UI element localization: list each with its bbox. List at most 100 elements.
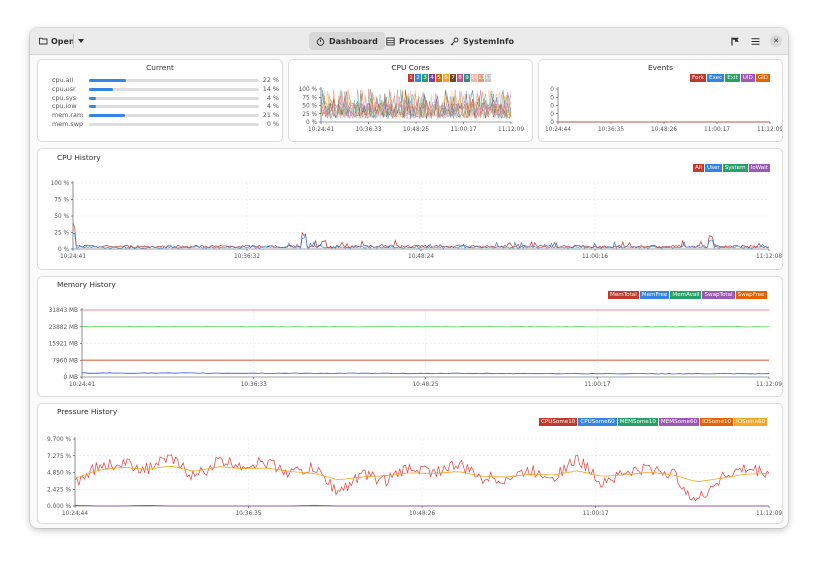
legend-item[interactable]: 9 <box>464 74 470 82</box>
current-row-label: mem.ram <box>52 111 84 120</box>
legend-item[interactable]: 2 <box>415 74 421 82</box>
x-tick-label: 10:36:33 <box>355 127 381 133</box>
y-tick-label: 0.000 % <box>47 504 71 510</box>
x-tick-label: 10:36:33 <box>241 382 267 388</box>
memory-history-title: Memory History <box>57 280 116 289</box>
progress-fill <box>89 114 125 118</box>
y-tick-label: 75 % <box>302 95 317 101</box>
pressure-history-title: Pressure History <box>57 407 118 416</box>
y-tick-label: 31843 MB <box>49 308 78 314</box>
app-window: Open Dashboard Processes SystemInfo ✕ <box>30 28 788 528</box>
x-tick-label: 11:12:09 <box>757 127 782 133</box>
legend-item[interactable]: MEMSome10 <box>617 418 658 426</box>
cpu-history-series-line <box>72 233 770 250</box>
legend-item[interactable]: SwapFree <box>735 291 767 299</box>
tab-label: SystemInfo <box>463 36 514 46</box>
legend-item[interactable]: MemTotal <box>608 291 639 299</box>
y-tick-label: 50 % <box>302 104 317 110</box>
y-tick-label: 9.700 % <box>47 437 71 443</box>
memory-series-line <box>81 372 770 375</box>
x-tick-label: 11:00:17 <box>584 382 610 388</box>
legend-item[interactable]: 3 <box>422 74 428 82</box>
legend-item[interactable]: Exit <box>725 74 740 82</box>
main-menu-button[interactable] <box>747 32 763 50</box>
legend-item[interactable]: System <box>722 164 748 172</box>
x-tick-label: 10:48:26 <box>651 127 677 133</box>
x-tick-label: 10:24:44 <box>62 511 88 517</box>
progress-bar <box>89 114 259 118</box>
open-button[interactable]: Open <box>36 32 78 50</box>
tab-systeminfo[interactable]: SystemInfo <box>443 32 521 50</box>
current-row-value: 4 % <box>266 93 279 102</box>
legend-item[interactable]: MemFree <box>639 291 670 299</box>
memory-history-legend: MemTotal MemFree MemAvail SwapTotal SwapFree <box>608 291 767 299</box>
x-tick-label: 11:12:09 <box>756 511 782 517</box>
y-tick-label: 0 MB <box>63 375 78 381</box>
x-tick-label: 10:24:41 <box>69 382 95 388</box>
folder-open-icon <box>39 37 48 45</box>
events-title: Events <box>647 63 674 72</box>
progress-fill <box>89 79 127 82</box>
current-title: Current <box>146 63 174 72</box>
legend-item[interactable]: IoWait <box>748 164 770 172</box>
tab-label: Dashboard <box>329 36 378 46</box>
legend-item[interactable]: MEMSome60 <box>658 418 700 426</box>
chevron-down-icon <box>78 39 84 43</box>
events-legend: Fork Exec Exit UID GID <box>690 74 771 82</box>
current-row-value: 14 % <box>262 84 279 93</box>
legend-item[interactable]: 8 <box>457 74 463 82</box>
legend-item[interactable]: CPUSome60 <box>578 418 617 426</box>
legend-item[interactable]: UID <box>740 74 755 82</box>
legend-item[interactable]: Exec <box>706 74 725 82</box>
pressure-series-line <box>74 504 769 507</box>
legend-item[interactable]: 1 <box>408 74 414 82</box>
y-tick-label: 0 % <box>306 120 318 126</box>
cpu-history-title: CPU History <box>57 153 101 162</box>
list-icon <box>386 37 395 45</box>
legend-item[interactable]: 6 <box>443 74 449 82</box>
close-icon: ✕ <box>773 37 779 45</box>
key-icon <box>450 37 459 45</box>
legend-item[interactable]: 12 <box>485 74 493 82</box>
legend-item[interactable]: User <box>704 164 722 172</box>
legend-item[interactable]: IOSome10 <box>700 418 734 426</box>
y-tick-label: 7.275 % <box>47 454 71 460</box>
x-tick-label: 10:24:44 <box>545 127 571 133</box>
y-tick-label: 25 % <box>54 231 69 237</box>
y-tick-label: 75 % <box>54 198 69 204</box>
tab-dashboard[interactable]: Dashboard <box>309 32 385 50</box>
core-series-line <box>320 89 512 120</box>
legend-item[interactable]: Fork <box>690 74 706 82</box>
flag-button[interactable] <box>727 32 743 50</box>
legend-item[interactable]: GID <box>755 74 771 82</box>
x-tick-label: 11:00:17 <box>704 127 730 133</box>
hamburger-menu-icon <box>751 37 759 45</box>
y-tick-label: 23882 MB <box>49 325 78 331</box>
progress-fill <box>89 87 113 91</box>
legend-item[interactable]: 5 <box>436 74 442 82</box>
legend-item[interactable]: 4 <box>429 74 435 82</box>
y-tick-label: 100 % <box>51 181 70 187</box>
pressure-history-chart: 9.700 % 7.275 % 4.850 % 2.425 % 0.000 %10:24… <box>47 437 782 517</box>
open-menu-button[interactable] <box>75 32 87 50</box>
y-tick-label: 25 % <box>302 112 317 118</box>
legend-item[interactable]: 11 <box>478 74 486 82</box>
progress-bar <box>89 96 259 100</box>
legend-item[interactable]: All <box>693 164 704 172</box>
flag-icon <box>730 37 739 45</box>
tab-label: Processes <box>399 36 445 46</box>
legend-item[interactable]: 7 <box>450 74 456 82</box>
legend-item[interactable]: SwapTotal <box>702 291 735 299</box>
tab-processes[interactable]: Processes <box>379 32 451 50</box>
current-row-cpu-iow: cpu.iow 4 % <box>44 102 280 111</box>
legend-item[interactable]: 10 <box>471 74 479 82</box>
legend-item[interactable]: CPUSome10 <box>539 418 578 426</box>
progress-fill <box>89 96 96 100</box>
close-button[interactable]: ✕ <box>770 35 782 47</box>
y-tick-label: 100 % <box>299 87 318 93</box>
cpu-cores-card: CPU Cores 1 2 3 4 5 6 7 8 9 10 11 12 100 % 75 % 50 % 2… <box>288 59 533 142</box>
legend-item[interactable]: MemAvail <box>670 291 702 299</box>
legend-item[interactable]: IOSome60 <box>734 418 768 426</box>
x-tick-label: 10:48:24 <box>408 254 434 260</box>
